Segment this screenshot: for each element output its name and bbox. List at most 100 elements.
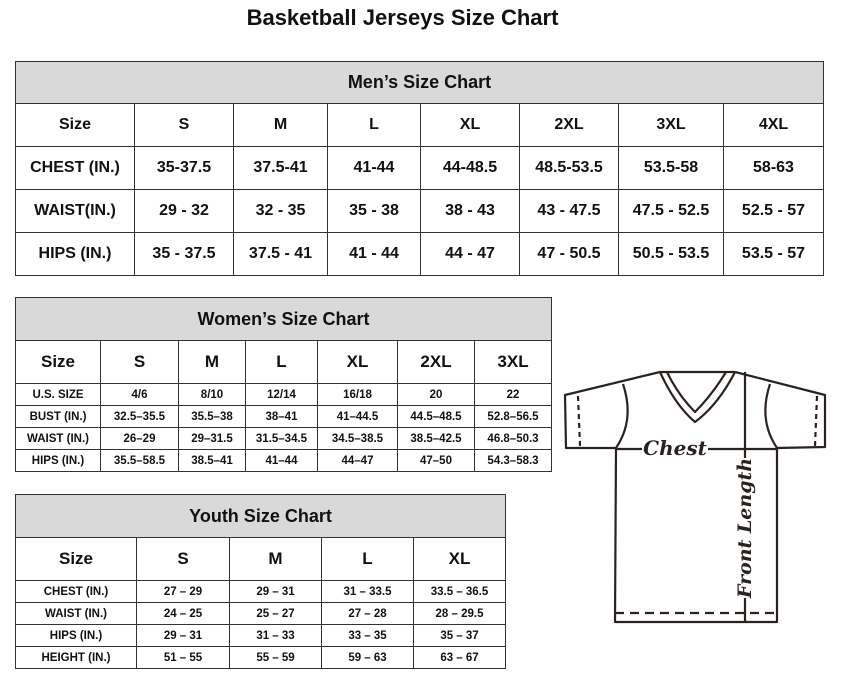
table-cell: 53.5 - 57 bbox=[723, 232, 824, 276]
row-label: WAIST (IN.) bbox=[15, 427, 101, 450]
table-cell: 52.8–56.5 bbox=[473, 405, 553, 428]
chart-caption: Women’s Size Chart bbox=[14, 297, 553, 341]
table-cell: 28 – 29.5 bbox=[412, 602, 507, 625]
row-label: HIPS (IN.) bbox=[15, 624, 137, 647]
table-cell: 47–50 bbox=[397, 449, 475, 472]
table-cell: 38.5–41 bbox=[178, 449, 246, 472]
table-cell: 41–44.5 bbox=[317, 405, 398, 428]
header-row: Size S M L XL 2XL 3XL bbox=[15, 340, 553, 384]
table-row: HIPS (IN.) 29 – 31 31 – 33 33 – 35 35 – 37 bbox=[15, 624, 507, 647]
column-header: 3XL bbox=[473, 340, 553, 384]
row-label: CHEST (IN.) bbox=[15, 146, 135, 190]
row-label: WAIST(IN.) bbox=[15, 189, 135, 233]
column-header: XL bbox=[317, 340, 398, 384]
table-row: HIPS (IN.) 35 - 37.5 37.5 - 41 41 - 44 44 - … bbox=[15, 232, 824, 276]
table-cell: 31 – 33.5 bbox=[321, 580, 414, 603]
table-cell: 33.5 – 36.5 bbox=[412, 580, 507, 603]
table-cell: 38–41 bbox=[245, 405, 318, 428]
header-row: Size S M L XL bbox=[15, 537, 507, 581]
table-cell: 27 – 29 bbox=[136, 580, 230, 603]
table-cell: 35.5–38 bbox=[178, 405, 246, 428]
table-cell: 44-48.5 bbox=[420, 146, 520, 190]
table-cell: 8/10 bbox=[178, 383, 246, 406]
table-cell: 35 - 37.5 bbox=[134, 232, 234, 276]
table-cell: 20 bbox=[397, 383, 475, 406]
table-cell: 35 – 37 bbox=[412, 624, 507, 647]
table-cell: 4/6 bbox=[100, 383, 179, 406]
table-cell: 24 – 25 bbox=[136, 602, 230, 625]
column-header: L bbox=[245, 340, 318, 384]
table-cell: 26–29 bbox=[100, 427, 179, 450]
table-cell: 46.8–50.3 bbox=[473, 427, 553, 450]
table-cell: 50.5 - 53.5 bbox=[618, 232, 724, 276]
column-header: M bbox=[178, 340, 246, 384]
table-cell: 38.5–42.5 bbox=[397, 427, 475, 450]
table-cell: 29 – 31 bbox=[229, 580, 322, 603]
table-cell: 35-37.5 bbox=[134, 146, 234, 190]
table-row: U.S. SIZE 4/6 8/10 12/14 16/18 20 22 bbox=[15, 383, 553, 406]
table-cell: 35.5–58.5 bbox=[100, 449, 179, 472]
table-cell: 35 - 38 bbox=[327, 189, 421, 233]
table-cell: 33 – 35 bbox=[321, 624, 414, 647]
table-cell: 47.5 - 52.5 bbox=[618, 189, 724, 233]
table-row: WAIST (IN.) 26–29 29–31.5 31.5–34.5 34.5–38.… bbox=[15, 427, 553, 450]
row-label: HIPS (IN.) bbox=[15, 449, 101, 472]
table-cell: 16/18 bbox=[317, 383, 398, 406]
column-header: S bbox=[100, 340, 179, 384]
column-header: 4XL bbox=[723, 103, 824, 147]
table-cell: 53.5-58 bbox=[618, 146, 724, 190]
table-row: WAIST(IN.) 29 - 32 32 - 35 35 - 38 38 - 43 43… bbox=[15, 189, 824, 233]
column-header: M bbox=[233, 103, 328, 147]
row-label: HIPS (IN.) bbox=[15, 232, 135, 276]
column-header: XL bbox=[412, 537, 507, 581]
table-cell: 25 – 27 bbox=[229, 602, 322, 625]
mens-size-chart: Men’s Size Chart Size S M L XL 2XL 3XL 4XL CHEST … bbox=[15, 61, 824, 276]
chart-caption: Men’s Size Chart bbox=[15, 61, 824, 104]
column-header: 2XL bbox=[397, 340, 475, 384]
chest-label: Chest bbox=[643, 436, 707, 460]
column-header: 3XL bbox=[618, 103, 724, 147]
table-cell: 59 – 63 bbox=[321, 646, 414, 669]
table-cell: 29–31.5 bbox=[178, 427, 246, 450]
table-cell: 27 – 28 bbox=[321, 602, 414, 625]
table-row: CHEST (IN.) 27 – 29 29 – 31 31 – 33.5 33.5 –… bbox=[15, 580, 507, 603]
jersey-measurement-diagram: Chest Front Length bbox=[563, 370, 827, 624]
front-length-label: Front Length bbox=[734, 458, 756, 599]
youth-size-chart: Youth Size Chart Size S M L XL CHEST (IN.) 27 –… bbox=[14, 494, 507, 669]
table-cell: 32.5–35.5 bbox=[100, 405, 179, 428]
table-cell: 41–44 bbox=[245, 449, 318, 472]
column-header: M bbox=[229, 537, 322, 581]
table-cell: 31.5–34.5 bbox=[245, 427, 318, 450]
table-cell: 32 - 35 bbox=[233, 189, 328, 233]
table-cell: 44–47 bbox=[317, 449, 398, 472]
column-header: L bbox=[327, 103, 421, 147]
table-cell: 38 - 43 bbox=[420, 189, 520, 233]
column-header: L bbox=[321, 537, 414, 581]
page-title: Basketball Jerseys Size Chart bbox=[246, 5, 559, 30]
table-cell: 31 – 33 bbox=[229, 624, 322, 647]
table-cell: 54.3–58.3 bbox=[473, 449, 553, 472]
row-label: U.S. SIZE bbox=[15, 383, 101, 406]
table-cell: 55 – 59 bbox=[229, 646, 322, 669]
table-cell: 52.5 - 57 bbox=[723, 189, 824, 233]
table-cell: 29 - 32 bbox=[134, 189, 234, 233]
jersey-outline bbox=[563, 370, 827, 624]
table-cell: 34.5–38.5 bbox=[317, 427, 398, 450]
table-row: BUST (IN.) 32.5–35.5 35.5–38 38–41 41–44.5 44… bbox=[15, 405, 553, 428]
table-cell: 44 - 47 bbox=[420, 232, 520, 276]
column-header: 2XL bbox=[519, 103, 619, 147]
table-cell: 43 - 47.5 bbox=[519, 189, 619, 233]
table-row: HEIGHT (IN.) 51 – 55 55 – 59 59 – 63 63 – 67 bbox=[15, 646, 507, 669]
row-label: WAIST (IN.) bbox=[15, 602, 137, 625]
row-label: BUST (IN.) bbox=[15, 405, 101, 428]
table-cell: 51 – 55 bbox=[136, 646, 230, 669]
column-header: S bbox=[134, 103, 234, 147]
table-row: WAIST (IN.) 24 – 25 25 – 27 27 – 28 28 – 29.… bbox=[15, 602, 507, 625]
column-header: Size bbox=[15, 103, 135, 147]
table-row: CHEST (IN.) 35-37.5 37.5-41 41-44 44-48.5 48.… bbox=[15, 146, 824, 190]
table-cell: 12/14 bbox=[245, 383, 318, 406]
chart-caption: Youth Size Chart bbox=[14, 494, 507, 538]
table-cell: 48.5-53.5 bbox=[519, 146, 619, 190]
table-cell: 22 bbox=[473, 383, 553, 406]
column-header: S bbox=[136, 537, 230, 581]
